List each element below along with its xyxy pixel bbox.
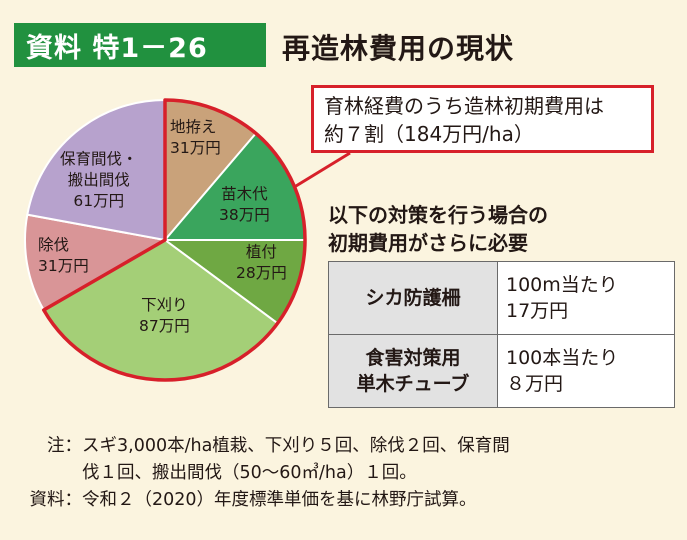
measure-cost: 100本当たり ８万円 — [497, 334, 675, 408]
slice-label-jobatsu: 除伐 31万円 — [38, 236, 89, 275]
measures-heading: 以下の対策を行う場合の 初期費用がさらに必要 — [328, 203, 548, 255]
measure-name: シカ防護柵 — [328, 261, 498, 335]
footnote-note: 注：スギ3,000本/ha植栽、下刈り５回、除伐２回、保育間 — [47, 436, 510, 456]
measure-name: 食害対策用 単木チューブ — [328, 334, 498, 408]
footnote-source: 資料：令和２（2020）年度標準単価を基に林野庁試算。 — [29, 490, 477, 510]
slice-label-kanbatsu: 保育間伐・ 搬出間伐 61万円 — [60, 150, 138, 210]
initial-cost-highlight-outline — [42, 98, 307, 382]
slice-label-naegi: 苗木代 38万円 — [219, 185, 270, 224]
callout-line-1: 育林経費のうち造林初期費用は — [324, 94, 604, 118]
table-row: シカ防護柵 100m当たり 17万円 — [328, 261, 675, 335]
table-row: 食害対策用 単木チューブ 100本当たり ８万円 — [328, 334, 675, 408]
pie-slice-jobatsu — [24, 213, 168, 312]
figure-title: 再造林費用の現状 — [282, 32, 515, 65]
measures-table: シカ防護柵 100m当たり 17万円 食害対策用 単木チューブ 100本当たり … — [328, 261, 675, 408]
footnote-note-continued: 伐１回、搬出間伐（50～60㎥/ha）１回。 — [82, 463, 417, 483]
initial-cost-callout: 育林経費のうち造林初期費用は 約７割（184万円/ha） — [311, 85, 654, 153]
pie-slice-kanbatsu — [26, 98, 166, 242]
slice-label-uetsuke: 植付 28万円 — [236, 243, 287, 282]
callout-line-2: 約７割（184万円/ha） — [324, 122, 534, 146]
slice-label-jigoshirae: 地拵え 31万円 — [170, 118, 221, 157]
slice-label-shitagari: 下刈り 87万円 — [139, 296, 190, 335]
callout-pointer-line — [293, 151, 351, 189]
figure-number-badge: 資料 特1－26 — [14, 23, 266, 67]
measure-cost: 100m当たり 17万円 — [497, 261, 675, 335]
